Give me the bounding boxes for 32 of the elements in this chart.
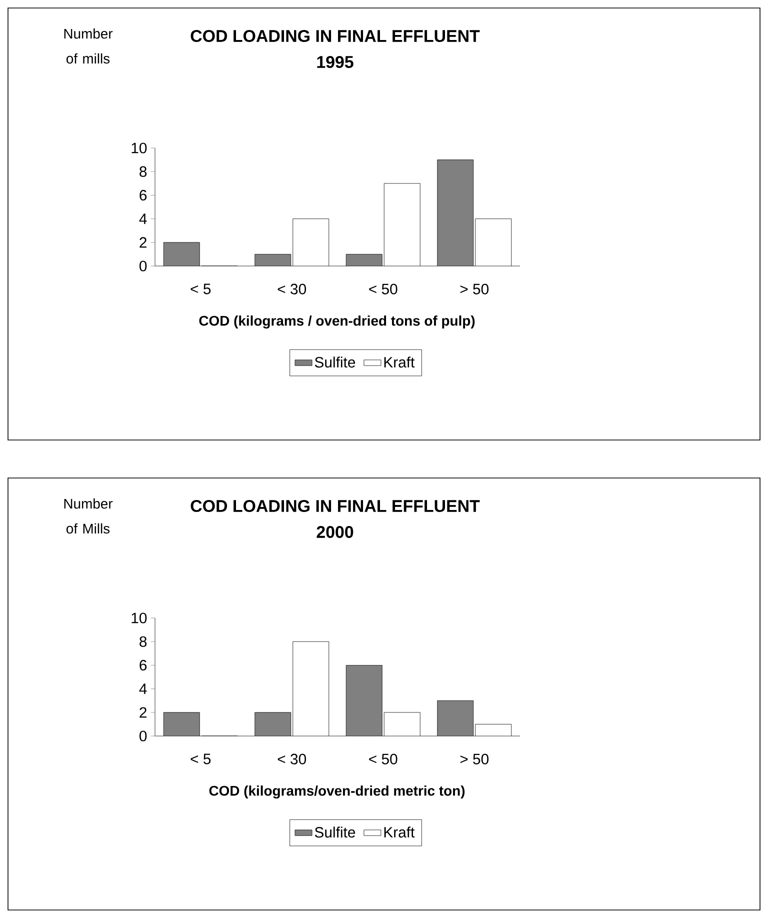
y-tick-label: 8 [140,636,147,647]
y-axis-title: Number of Mills [64,498,113,534]
chart-subtitle: 2000 [316,526,354,538]
y-tick-label: 0 [139,730,147,742]
y-tick-label: 4 [139,214,147,224]
legend-label: Kraft [384,826,415,838]
y-tick-label: 10 [132,612,147,624]
chart-title: COD LOADING IN FINAL EFFLUENT [190,30,480,42]
x-tick-label: < 5 [190,284,211,294]
x-tick-label: < 5 [190,754,211,764]
y-tick-label: 8 [140,166,147,177]
chart-subtitle: 1995 [317,56,354,68]
legend-label: Kraft [384,356,415,368]
legend-label: Sulfite [314,826,356,838]
y-tick-label: 2 [140,707,146,718]
x-tick-label: < 30 [278,754,306,764]
chart-title: COD LOADING IN FINAL EFFLUENT [190,500,480,512]
x-tick-label: > 50 [460,284,489,294]
y-tick-label: 6 [140,660,147,670]
y-tick-label: 4 [139,684,147,694]
x-tick-label: > 50 [460,754,489,764]
x-axis-title: COD (kilograms / oven-dried tons of pulp) [199,315,475,329]
x-tick-label: < 50 [369,284,398,294]
y-tick-label: 0 [139,260,147,272]
x-tick-label: < 50 [369,754,398,764]
y-axis-title: Number of mills [64,28,113,64]
legend-label: Sulfite [314,356,356,368]
y-tick-label: 2 [140,237,146,248]
y-tick-label: 10 [132,142,147,154]
y-tick-label: 6 [140,190,147,200]
x-axis-title: COD (kilograms/oven-dried metric ton) [209,785,465,799]
x-tick-label: < 30 [278,284,306,294]
